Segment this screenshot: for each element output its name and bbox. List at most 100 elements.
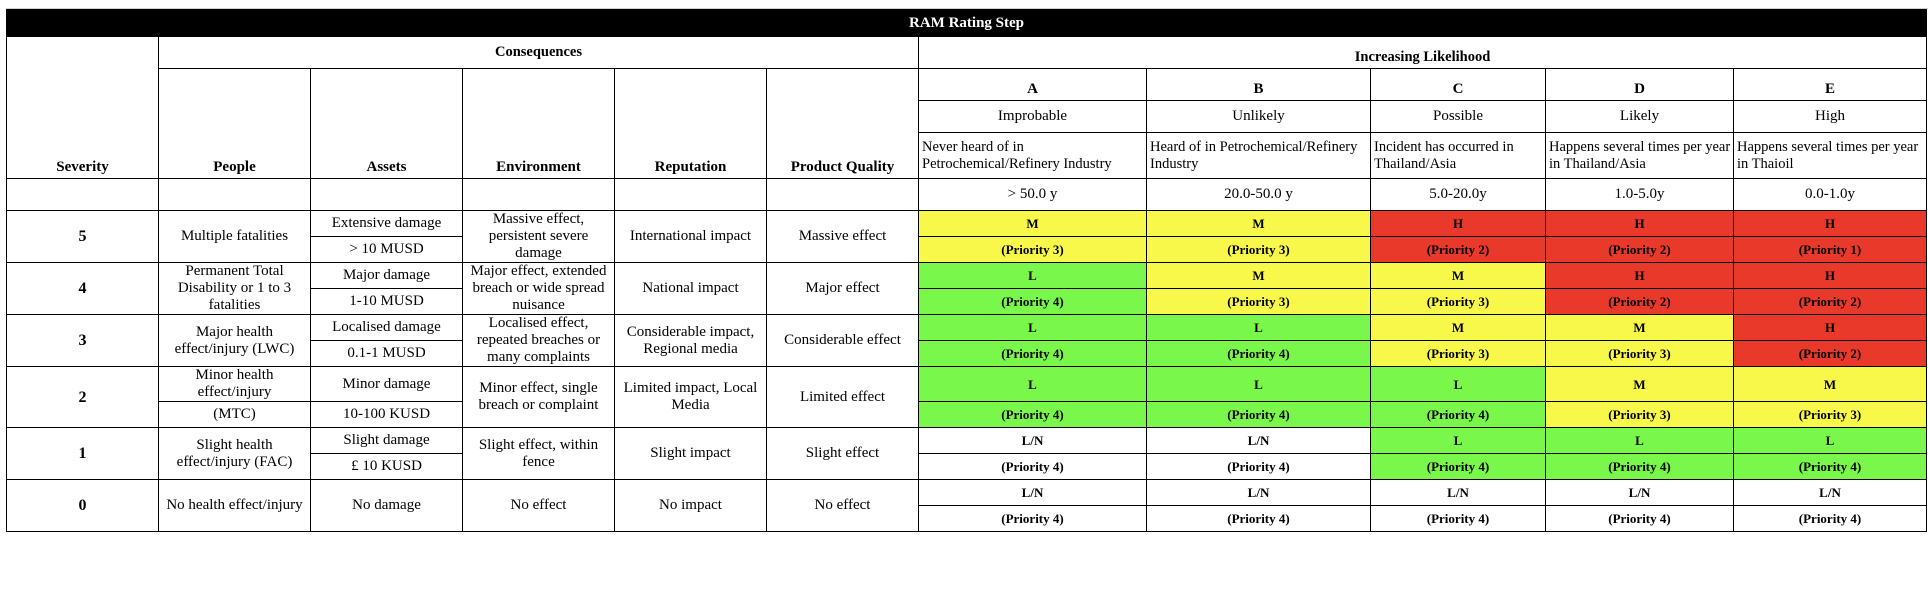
likelihood-header: Increasing Likelihood [917, 36, 1928, 69]
likelihood-description: Never heard of in Petrochemical/Refinery… [918, 132, 1147, 179]
reputation-consequence: National impact [614, 262, 767, 315]
risk-rating-cell: L [918, 262, 1147, 289]
risk-priority-cell: (Priority 3) [1370, 340, 1546, 367]
likelihood-description: Happens several times per year in Thaioi… [1732, 132, 1928, 179]
risk-rating-cell: L [1732, 427, 1928, 454]
asset-value: 1-10 MUSD [310, 288, 463, 315]
risk-rating-cell: M [1146, 210, 1371, 237]
risk-rating-cell: M [1370, 262, 1546, 289]
people-consequence: Multiple fatalities [158, 210, 311, 263]
risk-rating-cell: H [1732, 262, 1928, 289]
environment-consequence: Localised effect, repeated breaches or m… [462, 314, 615, 367]
risk-rating-cell: M [1370, 314, 1546, 341]
consequences-header: Consequences [158, 36, 919, 69]
asset-value: 10-100 KUSD [310, 401, 463, 428]
severity-level: 1 [6, 427, 159, 480]
likelihood-description: Incident has occurred in Thailand/Asia [1370, 132, 1546, 179]
risk-rating-cell: M [1545, 366, 1734, 402]
risk-rating-cell: H [1545, 262, 1734, 289]
product-quality-consequence: No effect [766, 479, 919, 532]
risk-rating-cell: L [1146, 314, 1371, 341]
risk-rating-cell: M [918, 210, 1147, 237]
risk-rating-cell: L/N [1146, 427, 1371, 454]
risk-rating-cell: M [1146, 262, 1371, 289]
risk-rating-cell: L/N [918, 479, 1147, 506]
risk-rating-cell: M [1732, 366, 1928, 402]
risk-rating-cell: L [918, 314, 1147, 341]
product-quality-header: Product Quality [766, 68, 919, 179]
severity-row-priority: > 10 MUSD (Priority 3) (Priority 3) (Priori… [7, 236, 1928, 263]
reputation-consequence: Limited impact, Local Media [614, 366, 767, 428]
reputation-consequence: Considerable impact, Regional media [614, 314, 767, 367]
severity-row-priority: (Priority 4) (Priority 4) (Priority 4) (Pri… [7, 505, 1928, 532]
risk-priority-cell: (Priority 2) [1732, 340, 1928, 367]
risk-priority-cell: (Priority 4) [1146, 505, 1371, 532]
likelihood-frequency: 1.0-5.0y [1545, 178, 1734, 211]
likelihood-frequency: 5.0-20.0y [1370, 178, 1546, 211]
risk-priority-cell: (Priority 4) [918, 505, 1147, 532]
likelihood-description: Happens several times per year in Thaila… [1545, 132, 1734, 179]
reputation-consequence: No impact [614, 479, 767, 532]
likelihood-description: Heard of in Petrochemical/Refinery Indus… [1146, 132, 1371, 179]
likelihood-letter: C [1370, 68, 1546, 101]
risk-rating-cell: H [1370, 210, 1546, 237]
assets-header: Assets [310, 68, 463, 179]
reputation-consequence: Slight impact [614, 427, 767, 480]
product-quality-consequence: Slight effect [766, 427, 919, 480]
risk-priority-cell: (Priority 4) [1732, 453, 1928, 480]
environment-consequence: Massive effect, persistent severe damage [462, 210, 615, 263]
people-consequence: Slight health effect/injury (FAC) [158, 427, 311, 480]
risk-priority-cell: (Priority 3) [1545, 340, 1734, 367]
environment-consequence: Minor effect, single breach or complaint [462, 366, 615, 428]
asset-value: £ 10 KUSD [310, 453, 463, 480]
risk-priority-cell: (Priority 4) [1146, 401, 1371, 428]
risk-rating-cell: M [1545, 314, 1734, 341]
risk-priority-cell: (Priority 3) [1146, 288, 1371, 315]
reputation-header: Reputation [614, 68, 767, 179]
asset-consequence: Extensive damage [310, 210, 463, 237]
risk-priority-cell: (Priority 4) [1545, 453, 1734, 480]
risk-priority-cell: (Priority 4) [1146, 340, 1371, 367]
risk-priority-cell: (Priority 4) [1370, 453, 1546, 480]
severity-level: 2 [6, 366, 159, 428]
blank-cell [462, 178, 615, 211]
severity-row-priority: 0.1-1 MUSD (Priority 4) (Priority 4) (Prior… [7, 340, 1928, 367]
blank-cell [766, 178, 919, 211]
severity-row: 5 Multiple fatalities Extensive damage Mass… [6, 210, 1928, 263]
risk-priority-cell: (Priority 4) [918, 340, 1147, 367]
risk-priority-cell: (Priority 4) [1370, 401, 1546, 428]
severity-row: 1 Slight health effect/injury (FAC) Slight… [6, 427, 1928, 480]
likelihood-name: Unlikely [1146, 100, 1371, 133]
environment-consequence: Slight effect, within fence [462, 427, 615, 480]
risk-priority-cell: (Priority 3) [1146, 236, 1371, 263]
grid-top-strip [6, 0, 1928, 9]
risk-priority-cell: (Priority 3) [918, 236, 1147, 263]
risk-rating-cell: L/N [1370, 479, 1546, 506]
blank-cell [6, 178, 159, 211]
risk-priority-cell: (Priority 4) [1146, 453, 1371, 480]
likelihood-letter: A [918, 68, 1147, 101]
likelihood-letter: D [1545, 68, 1734, 101]
people-consequence-code: (MTC) [158, 401, 311, 428]
risk-rating-cell: H [1732, 314, 1928, 341]
blank-cell [310, 178, 463, 211]
risk-priority-cell: (Priority 3) [1545, 401, 1734, 428]
asset-consequence: Minor damage [310, 366, 463, 402]
risk-rating-cell: L/N [1545, 479, 1734, 506]
people-consequence: Permanent Total Disability or 1 to 3 fat… [158, 262, 311, 315]
risk-priority-cell: (Priority 1) [1732, 236, 1928, 263]
asset-value: > 10 MUSD [310, 236, 463, 263]
risk-rating-cell: H [1732, 210, 1928, 237]
product-quality-consequence: Massive effect [766, 210, 919, 263]
risk-rating-cell: H [1545, 210, 1734, 237]
risk-priority-cell: (Priority 4) [918, 401, 1147, 428]
severity-level: 4 [6, 262, 159, 315]
risk-rating-cell: L/N [1146, 479, 1371, 506]
ram-sheet: RAM Rating Step Severity Consequences In… [5, 0, 1928, 532]
risk-rating-cell: L [1545, 427, 1734, 454]
risk-priority-cell: (Priority 4) [1545, 505, 1734, 532]
likelihood-letter: E [1732, 68, 1928, 101]
people-consequence: Minor health effect/injury [158, 366, 311, 402]
risk-priority-cell: (Priority 4) [918, 288, 1147, 315]
risk-priority-cell: (Priority 3) [1370, 288, 1546, 315]
